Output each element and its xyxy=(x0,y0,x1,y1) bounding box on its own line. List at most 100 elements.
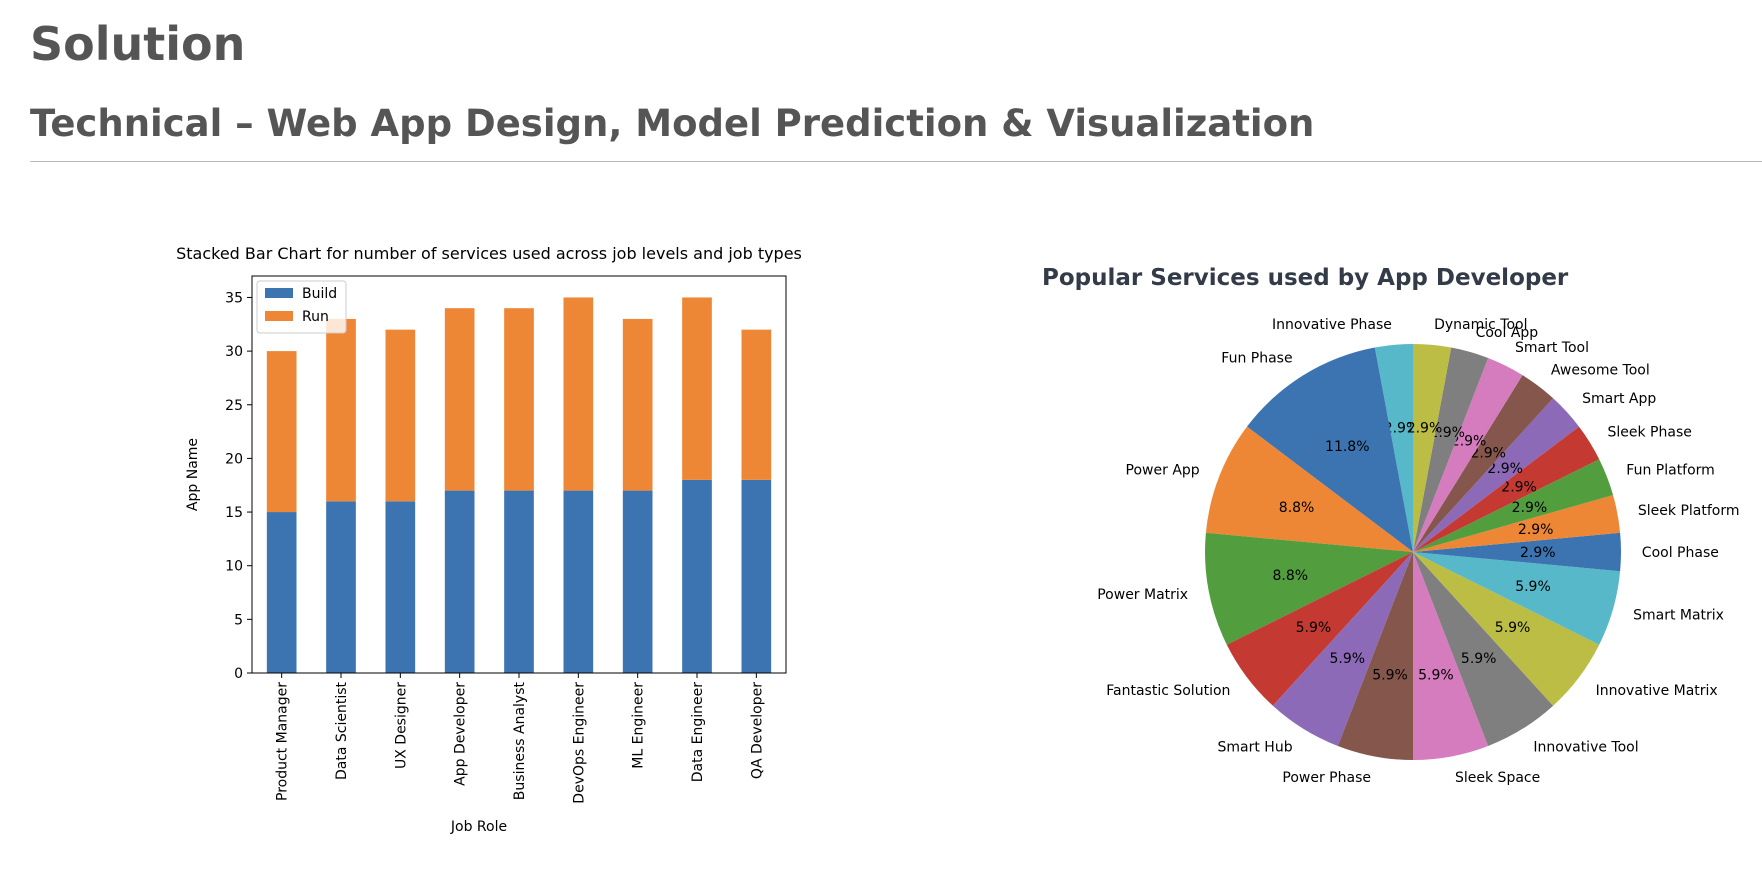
legend-label-run: Run xyxy=(302,309,329,325)
x-tick-label: DevOps Engineer xyxy=(571,682,587,804)
page-subtitle: Technical – Web App Design, Model Predic… xyxy=(30,102,1315,145)
slice-pct-label: 2.9% xyxy=(1487,461,1523,477)
bar-build-1 xyxy=(326,501,356,673)
slice-pct-label: 2.9% xyxy=(1407,421,1443,437)
slice-label: Awesome Tool xyxy=(1551,362,1650,378)
slice-label: Smart Hub xyxy=(1218,740,1293,756)
slice-label: Cool Phase xyxy=(1642,545,1719,561)
y-tick-label: 10 xyxy=(225,559,243,575)
y-tick-label: 15 xyxy=(225,505,243,521)
slice-label: Sleek Space xyxy=(1455,770,1540,786)
pie-slice-fantastic-solution xyxy=(1226,552,1413,706)
pie-slice-fun-platform xyxy=(1413,459,1614,552)
slice-label: Innovative Matrix xyxy=(1596,683,1718,699)
slice-pct-label: 5.9% xyxy=(1372,668,1408,684)
pie-chart-panel: Popular Services used by App Developer 2.… xyxy=(1020,250,1762,810)
bar-run-5 xyxy=(563,297,594,491)
pie-slice-dynamic-tool xyxy=(1413,344,1452,552)
pie-slice-smart-hub xyxy=(1272,552,1413,746)
bar-run-4 xyxy=(504,308,534,491)
x-tick-label: Data Scientist xyxy=(334,681,350,780)
slice-label: Smart App xyxy=(1582,391,1656,407)
pie-slice-cool-app xyxy=(1413,347,1489,552)
x-tick-label: QA Developer xyxy=(749,682,765,779)
x-tick-label: Data Engineer xyxy=(690,682,706,782)
slice-pct-label: 11.8% xyxy=(1325,439,1369,455)
pie-slice-smart-tool xyxy=(1413,358,1523,552)
slice-label: Fun Platform xyxy=(1626,462,1715,478)
pie-chart: Popular Services used by App Developer 2.… xyxy=(1042,265,1740,786)
x-tick-label: UX Designer xyxy=(393,682,409,769)
bar-run-1 xyxy=(326,318,356,502)
slice-pct-label: 5.9% xyxy=(1515,579,1551,595)
slice-pct-label: 2.9% xyxy=(1384,421,1420,437)
stacked-bar-chart-panel: Stacked Bar Chart for number of services… xyxy=(160,240,900,840)
y-tick-label: 0 xyxy=(234,666,243,682)
slice-pct-label: 5.9% xyxy=(1418,668,1454,684)
pie-slice-sleek-platform xyxy=(1413,495,1621,552)
bar-run-6 xyxy=(622,318,653,491)
slice-label: Smart Tool xyxy=(1515,340,1589,356)
bar-run-8 xyxy=(741,329,772,480)
slice-pct-label: 2.9% xyxy=(1470,445,1506,461)
bar-run-0 xyxy=(266,351,297,513)
y-tick-label: 30 xyxy=(225,344,243,360)
bar-build-0 xyxy=(266,512,297,673)
bar-run-3 xyxy=(444,308,475,491)
pie-slice-awesome-tool xyxy=(1413,375,1554,552)
pie-slice-innovative-tool xyxy=(1413,552,1554,746)
slice-label: Fun Phase xyxy=(1221,351,1292,367)
bar-build-8 xyxy=(741,479,772,673)
y-tick-label: 35 xyxy=(225,290,243,306)
slice-label: Sleek Phase xyxy=(1608,425,1692,441)
slice-pct-label: 2.9% xyxy=(1429,425,1465,441)
bar-build-7 xyxy=(682,479,712,673)
pie-slice-sleek-phase xyxy=(1413,426,1600,552)
slice-label: Innovative Phase xyxy=(1272,317,1392,333)
pie-slice-innovative-matrix xyxy=(1413,552,1600,706)
legend-swatch-build xyxy=(265,288,293,298)
page-title: Solution xyxy=(30,17,246,71)
pie-slice-smart-matrix xyxy=(1413,552,1621,645)
slice-pct-label: 5.9% xyxy=(1495,620,1531,636)
bar-build-6 xyxy=(622,490,653,673)
pie-slice-cool-phase xyxy=(1413,532,1621,572)
x-tick-label: App Developer xyxy=(453,682,469,786)
bar-run-7 xyxy=(682,297,712,480)
slice-pct-label: 8.8% xyxy=(1273,568,1309,584)
y-axis-label: App Name xyxy=(185,438,201,511)
stacked-bar-chart: Stacked Bar Chart for number of services… xyxy=(176,244,802,835)
slice-label: Dynamic Tool xyxy=(1434,317,1527,333)
x-tick-label: Product Manager xyxy=(275,682,291,801)
slice-pct-label: 2.9% xyxy=(1518,522,1554,538)
slice-label: Power Phase xyxy=(1282,770,1371,786)
pie-slice-power-phase xyxy=(1337,552,1413,760)
bar-build-5 xyxy=(563,490,594,673)
bar-build-2 xyxy=(385,501,416,673)
slice-label: Sleek Platform xyxy=(1638,503,1740,519)
x-tick-label: Business Analyst xyxy=(512,682,528,801)
pie-slice-power-matrix xyxy=(1205,532,1413,645)
slice-label: Power App xyxy=(1126,462,1200,478)
bar-build-4 xyxy=(504,490,534,673)
slice-pct-label: 5.9% xyxy=(1461,651,1497,667)
plot-frame xyxy=(251,275,787,674)
y-tick-label: 5 xyxy=(234,612,243,628)
pie-slice-smart-app xyxy=(1413,398,1579,552)
chart-legend: Build Run xyxy=(256,280,347,334)
chart-title: Stacked Bar Chart for number of services… xyxy=(176,244,802,263)
slice-pct-label: 2.9% xyxy=(1512,500,1548,516)
slice-label: Power Matrix xyxy=(1097,587,1188,603)
x-tick-label: ML Engineer xyxy=(631,682,647,769)
slice-pct-label: 2.9% xyxy=(1501,479,1537,495)
bar-build-3 xyxy=(444,490,475,673)
heading-divider xyxy=(30,161,1762,162)
slice-pct-label: 8.8% xyxy=(1279,500,1315,516)
slice-label: Fantastic Solution xyxy=(1106,683,1230,699)
bar-run-2 xyxy=(385,329,416,502)
slice-label: Cool App xyxy=(1476,325,1539,341)
y-tick-label: 25 xyxy=(225,398,243,414)
legend-label-build: Build xyxy=(302,286,337,302)
legend-swatch-run xyxy=(265,311,293,321)
slice-pct-label: 2.9% xyxy=(1520,545,1556,561)
